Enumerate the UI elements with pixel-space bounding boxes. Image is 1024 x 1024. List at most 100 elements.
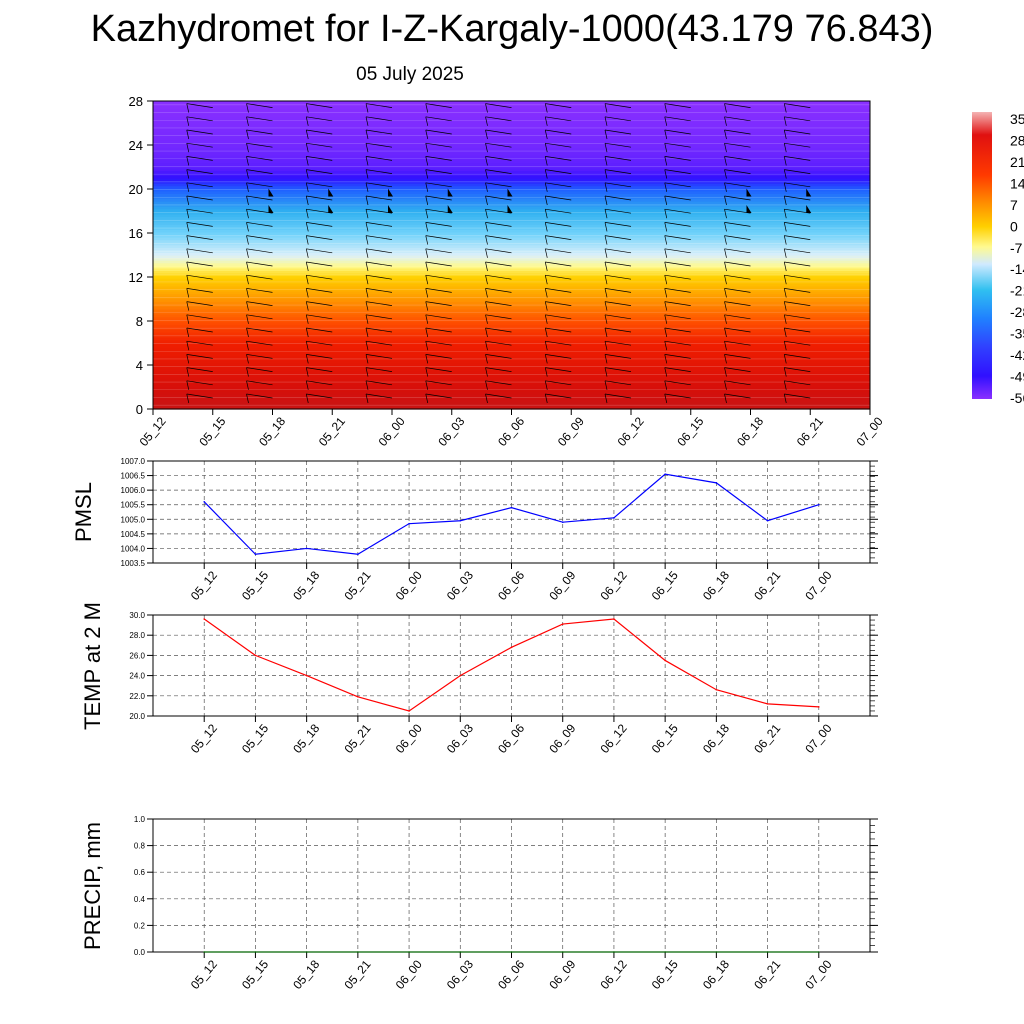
wind-barb — [485, 314, 512, 320]
wind-barb-flag — [604, 261, 608, 272]
heatmap-band — [153, 347, 870, 351]
wind-barb — [604, 195, 632, 201]
data-point — [203, 501, 206, 503]
wind-barb — [724, 182, 751, 188]
wind-barb — [485, 169, 512, 174]
wind-barb-flag — [186, 288, 190, 298]
wind-barb — [485, 103, 512, 108]
wind-barb-flag — [604, 156, 608, 166]
heatmap-band — [153, 165, 870, 169]
wind-barb-flag — [425, 235, 429, 245]
wind-barb-flag — [604, 288, 608, 298]
wind-barb-flag — [425, 143, 429, 153]
x-tick-label: 06_15 — [674, 414, 706, 449]
vertical-profile-panel: 0 4 8 12 16 20 24 28 05_12 05_15 05_18 05_21 06_00 06… — [129, 94, 886, 449]
x-tick-label: 06_12 — [598, 721, 630, 756]
heatmap-band — [153, 124, 870, 128]
data-point — [715, 688, 718, 691]
heatmap-band — [153, 172, 870, 177]
wind-barb-flag — [485, 380, 488, 390]
wind-barb-flag — [425, 380, 429, 390]
wind-barb — [784, 301, 811, 306]
heatmap-band — [153, 388, 870, 392]
wind-barb-flag — [365, 367, 369, 377]
wind-barb-flag — [724, 341, 727, 351]
heatmap-band — [153, 229, 870, 233]
wind-barb-flag — [664, 393, 668, 404]
wind-barb — [425, 327, 452, 333]
wind-barb — [425, 248, 452, 254]
wind-barb — [425, 142, 452, 148]
heatmap-band — [153, 324, 870, 328]
wind-barb — [724, 261, 751, 267]
wind-barb-flag — [305, 288, 309, 298]
wind-barb — [186, 354, 213, 359]
x-tick-label: 06_00 — [393, 721, 425, 756]
wind-barb-flag — [305, 129, 309, 140]
wind-barb-flag — [246, 129, 249, 140]
heatmap-band — [153, 362, 870, 366]
wind-barb — [246, 380, 273, 386]
wind-barb — [306, 169, 333, 174]
wind-barb-flag — [425, 275, 429, 285]
colorbar-label: -42 — [1010, 347, 1024, 363]
wind-barb — [604, 129, 632, 135]
wind-barb — [724, 274, 751, 280]
wind-barb-flag — [664, 169, 668, 179]
wind-barb — [784, 393, 811, 399]
data-point — [561, 951, 564, 953]
wind-barb — [365, 367, 393, 372]
y-tick-label: 1.0 — [134, 815, 146, 824]
wind-barb — [485, 393, 512, 399]
wind-barb-flag — [604, 393, 608, 404]
heatmap-band — [153, 252, 870, 256]
wind-barb-flag — [246, 354, 249, 364]
wind-barb — [545, 129, 572, 135]
y-tick-label: 30.0 — [129, 611, 145, 620]
x-tick-label: 06_18 — [700, 721, 732, 756]
heatmap-band — [153, 185, 870, 189]
wind-barb-flag — [604, 380, 608, 390]
heatmap-band — [153, 370, 870, 374]
heatmap-band — [153, 216, 870, 220]
wind-barb-flag — [365, 354, 369, 364]
wind-barb-flag — [544, 393, 548, 404]
chart-date: 05 July 2025 — [356, 64, 464, 85]
x-tick-label: 06_06 — [495, 568, 527, 603]
wind-barb-flag — [305, 116, 309, 126]
heatmap-band — [153, 398, 870, 402]
wind-barb — [246, 327, 273, 333]
wind-barb-flag — [485, 393, 488, 404]
wind-barb-flag — [604, 116, 608, 126]
wind-barb-flag — [425, 182, 429, 192]
wind-barb — [306, 327, 333, 333]
y-tick-label: 1007.0 — [121, 457, 146, 466]
data-point — [664, 659, 666, 662]
heatmap-band — [153, 180, 870, 184]
heatmap-band — [153, 201, 870, 205]
heatmap-band — [153, 152, 870, 156]
wind-barb — [246, 367, 273, 372]
wind-barb-flag — [246, 314, 249, 324]
heatmap-band — [153, 101, 870, 105]
wind-barb-flag — [186, 222, 190, 232]
wind-barb — [306, 195, 333, 201]
heatmap-band — [153, 290, 870, 295]
wind-barb-flag — [724, 354, 727, 364]
heatmap-band — [153, 339, 870, 343]
wind-barb-flag — [485, 248, 488, 258]
data-point — [561, 521, 564, 523]
heatmap-band — [153, 360, 870, 364]
wind-barb-flag — [724, 248, 727, 258]
wind-barb — [545, 222, 572, 227]
data-point — [613, 618, 615, 620]
wind-barb — [306, 156, 333, 161]
wind-barb — [246, 274, 273, 280]
heatmap-band — [153, 121, 870, 125]
data-point — [613, 517, 615, 519]
wind-barb-flag — [425, 341, 429, 351]
heatmap-band — [153, 391, 870, 395]
wind-barb — [246, 248, 273, 254]
wind-barb-flag — [246, 222, 249, 232]
x-tick-label: 07_00 — [802, 721, 834, 756]
